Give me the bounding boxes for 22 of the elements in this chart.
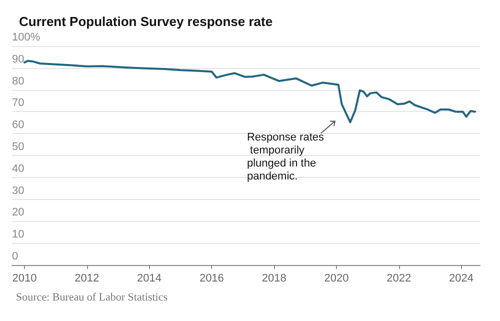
x-tick-label: 2010 xyxy=(12,272,37,284)
source-note: Source: Bureau of Labor Statistics xyxy=(16,292,168,304)
x-tick-label: 2024 xyxy=(449,272,474,284)
x-tick-label: 2020 xyxy=(324,272,349,284)
x-tick-label: 2022 xyxy=(386,272,412,284)
chart-title: Current Population Survey response rate xyxy=(19,14,273,29)
y-tick-label: 20 xyxy=(12,206,24,219)
y-tick-label: 0 xyxy=(12,250,18,262)
y-tick-label: 90 xyxy=(12,53,24,66)
x-tick-label: 2016 xyxy=(199,272,224,284)
y-tick-label: 10 xyxy=(12,228,24,241)
y-tick-label: 100% xyxy=(12,32,40,44)
y-tick-label: 80 xyxy=(12,75,24,88)
y-tick-label: 40 xyxy=(12,162,24,175)
x-tick-label: 2014 xyxy=(137,272,162,284)
y-tick-label: 30 xyxy=(12,184,24,197)
x-tick-label: 2018 xyxy=(262,272,286,284)
x-tick-label: 2012 xyxy=(74,272,100,284)
y-tick-label: 70 xyxy=(12,97,24,110)
y-tick-label: 60 xyxy=(12,119,24,132)
y-tick-label: 50 xyxy=(12,141,24,153)
annotation: Response rates temporarily plunged in the pandemic. xyxy=(246,132,325,183)
